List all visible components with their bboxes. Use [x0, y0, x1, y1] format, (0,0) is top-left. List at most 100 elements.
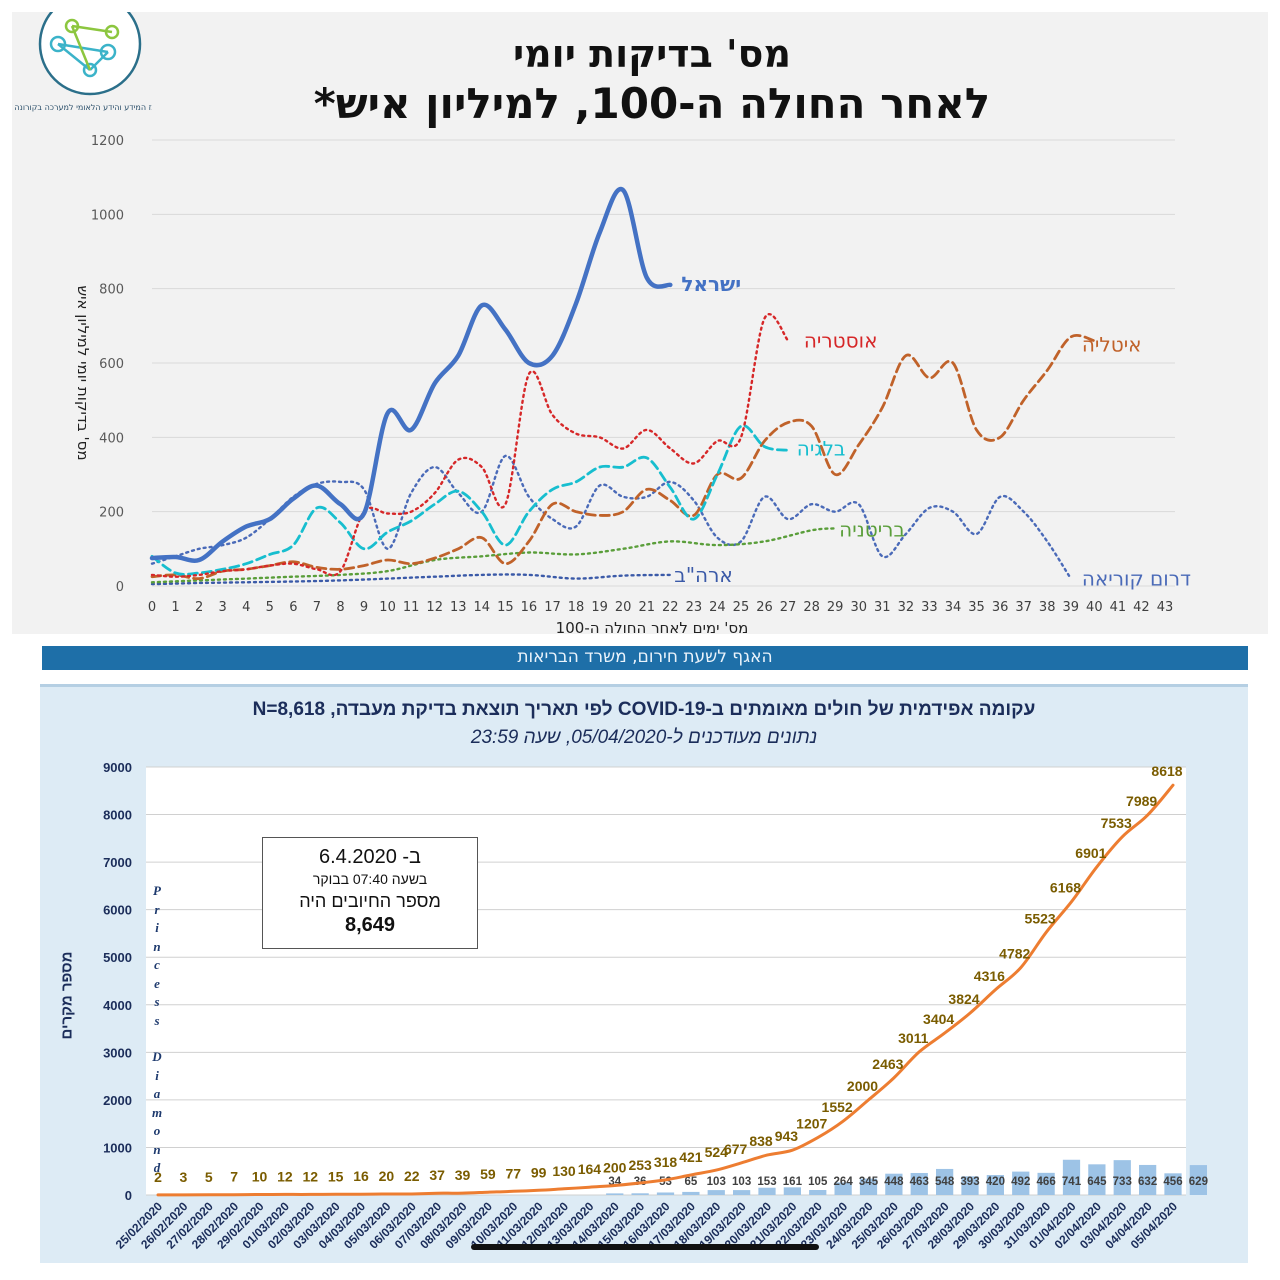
bottom-cumulative-label: 253	[628, 1157, 652, 1173]
top-x-tick-label: 9	[360, 600, 368, 615]
bottom-cumulative-label: 99	[531, 1164, 547, 1180]
bottom-cumulative-label: 6901	[1075, 845, 1106, 861]
top-x-tick-label: 39	[1062, 600, 1079, 615]
bottom-cumulative-label: 59	[480, 1166, 496, 1182]
bottom-cumulative-label: 943	[775, 1128, 799, 1144]
top-x-tick-label: 1	[171, 600, 179, 615]
bottom-cumulative-label: 7533	[1101, 815, 1132, 831]
top-x-tick-label: 12	[426, 600, 443, 615]
bottom-daily-bar	[758, 1187, 776, 1195]
top-x-tick-label: 25	[733, 600, 750, 615]
top-x-tick-label: 26	[756, 600, 773, 615]
bottom-y-tick-label: 7000	[103, 855, 132, 870]
bottom-daily-bar	[935, 1168, 954, 1195]
top-x-tick-label: 15	[497, 600, 514, 615]
bottom-daily-bar	[1113, 1160, 1131, 1195]
top-x-tick-label: 35	[968, 600, 985, 615]
bottom-cumulative-label: 39	[455, 1167, 471, 1183]
bottom-daily-bar	[834, 1182, 852, 1195]
top-y-axis-label: מס' בדיקות יומי למיליון איש	[74, 285, 92, 460]
watermark-letter: a	[153, 1086, 161, 1101]
top-chart-title: מס' בדיקות יומי לאחר החולה ה-100, למיליו…	[192, 30, 1112, 130]
bottom-chart-subtitle: נתונים מעודכנים ל-05/04/2020, שעה 23:59	[470, 727, 818, 748]
top-x-tick-label: 5	[266, 600, 274, 615]
bottom-cumulative-label: 2	[154, 1169, 162, 1185]
top-y-tick-label: 200	[99, 506, 124, 521]
bottom-cumulative-label: 2000	[847, 1078, 878, 1094]
bottom-daily-label: 420	[986, 1176, 1005, 1188]
ministry-banner: האגף לשעת חירום, משרד הבריאות	[42, 646, 1248, 670]
top-x-tick-label: 43	[1157, 600, 1174, 615]
watermark-letter: e	[154, 975, 160, 991]
top-title-line1: מס' בדיקות יומי	[512, 32, 792, 76]
bottom-cumulative-label: 7	[230, 1169, 238, 1185]
top-x-tick-label: 36	[992, 600, 1009, 615]
bottom-cumulative-label: 4782	[999, 946, 1030, 962]
watermark-letter: i	[155, 1067, 159, 1083]
top-series-label: בלגיה	[797, 436, 846, 460]
watermark-letter: s	[154, 994, 160, 1009]
bottom-daily-bar	[707, 1190, 725, 1195]
top-x-tick-label: 4	[242, 600, 250, 615]
bottom-daily-label: 632	[1138, 1176, 1157, 1188]
bottom-cumulative-label: 77	[505, 1165, 521, 1181]
bottom-cumulative-label: 37	[429, 1167, 445, 1183]
bottom-y-tick-label: 0	[125, 1188, 132, 1203]
top-x-tick-label: 37	[1015, 600, 1032, 615]
bottom-daily-bar	[885, 1173, 903, 1195]
bottom-daily-label: 264	[834, 1176, 854, 1188]
bottom-daily-bar	[961, 1176, 979, 1195]
top-x-tick-label: 22	[662, 600, 679, 615]
top-x-tick-label: 11	[403, 600, 420, 615]
watermark-letter: r	[154, 901, 160, 917]
bottom-cumulative-label: 130	[552, 1163, 576, 1179]
bottom-y-tick-label: 9000	[103, 760, 132, 775]
bottom-daily-label: 105	[808, 1176, 828, 1188]
top-x-tick-label: 29	[827, 600, 844, 615]
bottom-y-axis-label: מספר מקרים	[58, 951, 76, 1040]
bottom-cumulative-label: 1207	[796, 1116, 827, 1132]
bottom-daily-label: 393	[960, 1176, 979, 1188]
top-series-line	[150, 527, 837, 584]
epidemic-curve-panel: עקומה אפידמית של חולים מאומתים ב-COVID-1…	[40, 684, 1248, 1263]
watermark-letter: n	[153, 1141, 161, 1157]
bottom-daily-bar	[631, 1193, 649, 1195]
bottom-cumulative-label: 677	[724, 1141, 748, 1157]
bottom-y-tick-label: 4000	[103, 998, 132, 1013]
bottom-cumulative-label: 1552	[822, 1099, 853, 1115]
top-series-line	[150, 313, 790, 578]
top-series-line	[150, 454, 1072, 580]
bottom-y-tick-label: 3000	[103, 1045, 132, 1060]
bottom-cumulative-label: 8618	[1151, 763, 1182, 779]
bottom-y-tick-label: 5000	[103, 950, 132, 965]
top-series-label: אוסטריה	[804, 329, 878, 353]
bottom-cumulative-label: 200	[603, 1159, 627, 1175]
watermark-letter: n	[153, 938, 161, 954]
bottom-daily-bar	[1062, 1159, 1081, 1195]
bottom-cumulative-label: 22	[404, 1168, 420, 1184]
top-series-line	[149, 186, 673, 563]
top-y-tick-label: 0	[116, 580, 124, 595]
top-series-label: ארה"ב	[674, 563, 733, 587]
top-x-tick-label: 18	[568, 600, 585, 615]
bottom-cumulative-label: 15	[328, 1168, 344, 1184]
bottom-daily-label: 463	[910, 1176, 929, 1188]
bottom-daily-label: 448	[884, 1176, 904, 1188]
bottom-daily-bar	[656, 1192, 675, 1195]
top-series-label: ישראל	[681, 272, 741, 296]
note-date: ב- 6.4.2020	[318, 846, 422, 868]
watermark-letter: c	[154, 957, 160, 972]
top-y-tick-label: 800	[99, 283, 124, 298]
bottom-y-tick-label: 6000	[103, 903, 132, 918]
top-x-tick-label: 41	[1110, 600, 1127, 615]
bottom-daily-bar	[859, 1178, 878, 1195]
bottom-daily-label: 153	[757, 1176, 776, 1188]
bottom-cumulative-label: 2463	[872, 1056, 903, 1072]
top-x-tick-label: 20	[615, 600, 632, 615]
bottom-daily-label: 466	[1037, 1176, 1056, 1188]
bottom-daily-bar	[986, 1175, 1005, 1195]
bottom-cumulative-label: 5	[205, 1169, 213, 1185]
bottom-daily-bar	[1012, 1171, 1030, 1195]
